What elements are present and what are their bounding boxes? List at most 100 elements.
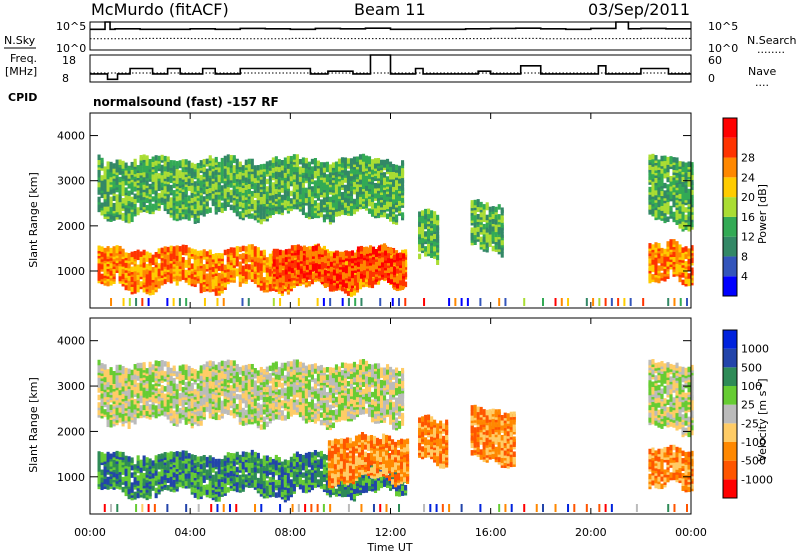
data-cell bbox=[163, 278, 167, 285]
data-cell bbox=[389, 278, 394, 285]
data-cell bbox=[399, 259, 403, 266]
nave-bottom-tick: 0 bbox=[708, 72, 715, 85]
data-cell bbox=[418, 221, 422, 227]
data-cell bbox=[130, 286, 134, 292]
data-cell bbox=[379, 159, 384, 166]
data-cell bbox=[160, 270, 164, 276]
noise-panel: N.Sky N.Search ........ 10^5 10^0 10^5 1… bbox=[4, 20, 797, 56]
data-cell bbox=[398, 165, 402, 172]
data-cell bbox=[154, 172, 158, 179]
data-cell bbox=[142, 455, 146, 461]
data-cell bbox=[133, 203, 137, 209]
data-cell bbox=[433, 233, 437, 240]
data-cell bbox=[124, 194, 128, 201]
data-cell bbox=[154, 279, 158, 285]
data-cell bbox=[666, 241, 670, 247]
data-cell bbox=[657, 199, 661, 205]
data-cell bbox=[220, 162, 224, 169]
data-cell bbox=[250, 163, 254, 170]
data-cell bbox=[199, 463, 203, 470]
data-cell bbox=[97, 257, 101, 264]
data-cell bbox=[178, 160, 182, 166]
data-cell bbox=[196, 270, 200, 277]
data-cell bbox=[253, 451, 257, 458]
data-cell bbox=[338, 251, 343, 258]
data-cell bbox=[160, 164, 164, 171]
data-cell bbox=[279, 298, 282, 306]
data-cell bbox=[337, 210, 342, 217]
data-cell bbox=[244, 253, 248, 260]
data-cell bbox=[687, 226, 691, 232]
data-cell bbox=[340, 285, 345, 292]
data-cell bbox=[660, 247, 664, 254]
data-cell bbox=[421, 210, 425, 216]
data-cell bbox=[401, 197, 405, 203]
data-cell bbox=[205, 456, 209, 463]
data-cell bbox=[250, 449, 254, 456]
data-cell bbox=[142, 460, 146, 466]
data-cell bbox=[427, 208, 431, 215]
data-cell bbox=[313, 180, 317, 186]
data-cell bbox=[383, 250, 388, 256]
noise-bottom-tick-right: 10^0 bbox=[708, 42, 738, 55]
data-cell bbox=[130, 201, 134, 208]
data-cell bbox=[185, 298, 188, 306]
data-cell bbox=[151, 480, 155, 486]
data-cell bbox=[398, 298, 401, 306]
data-cell bbox=[148, 183, 152, 190]
data-cell bbox=[118, 159, 122, 165]
data-cell bbox=[241, 277, 245, 284]
data-cell bbox=[687, 161, 691, 167]
data-cell bbox=[687, 278, 691, 284]
data-cell bbox=[365, 248, 370, 254]
data-cell bbox=[479, 211, 483, 218]
data-cell bbox=[401, 249, 405, 256]
data-cell bbox=[358, 278, 363, 285]
data-cell bbox=[112, 268, 116, 275]
data-cell bbox=[139, 251, 143, 257]
data-cell bbox=[208, 249, 212, 256]
data-cell bbox=[265, 208, 269, 214]
data-cell bbox=[286, 175, 290, 182]
data-cell bbox=[208, 279, 212, 285]
data-cell bbox=[268, 476, 272, 483]
data-cell bbox=[121, 248, 125, 255]
data-cell bbox=[488, 241, 492, 247]
data-cell bbox=[488, 206, 492, 213]
data-cell bbox=[391, 298, 394, 306]
colorbar-segment bbox=[723, 276, 737, 296]
data-cell bbox=[485, 232, 489, 238]
data-cell bbox=[268, 278, 272, 285]
data-cell bbox=[386, 252, 391, 259]
data-cell bbox=[274, 173, 278, 180]
data-cell bbox=[97, 206, 101, 213]
data-cell bbox=[323, 250, 327, 256]
data-cell bbox=[371, 266, 376, 272]
data-cell bbox=[311, 245, 315, 252]
data-cell bbox=[436, 232, 440, 238]
data-cell bbox=[672, 157, 676, 163]
data-cell bbox=[160, 247, 164, 254]
data-cell bbox=[115, 176, 119, 183]
data-cell bbox=[401, 185, 405, 191]
data-cell bbox=[353, 274, 358, 281]
data-cell bbox=[187, 247, 191, 253]
colorbar-segment bbox=[723, 216, 737, 237]
data-cell bbox=[214, 253, 218, 259]
data-cell bbox=[256, 264, 260, 271]
data-cell bbox=[675, 219, 679, 225]
data-cell bbox=[199, 456, 203, 462]
data-cell bbox=[651, 251, 655, 258]
colorbar-segment bbox=[723, 157, 737, 178]
data-cell bbox=[253, 192, 257, 199]
data-cell bbox=[488, 211, 492, 218]
data-cell bbox=[235, 256, 239, 262]
data-cell bbox=[401, 160, 405, 166]
data-cell bbox=[473, 229, 477, 236]
data-cell bbox=[287, 248, 291, 255]
data-cell bbox=[657, 171, 661, 178]
data-cell bbox=[169, 184, 173, 191]
data-cell bbox=[247, 158, 251, 165]
data-cell bbox=[181, 465, 185, 471]
data-cell bbox=[217, 199, 221, 205]
